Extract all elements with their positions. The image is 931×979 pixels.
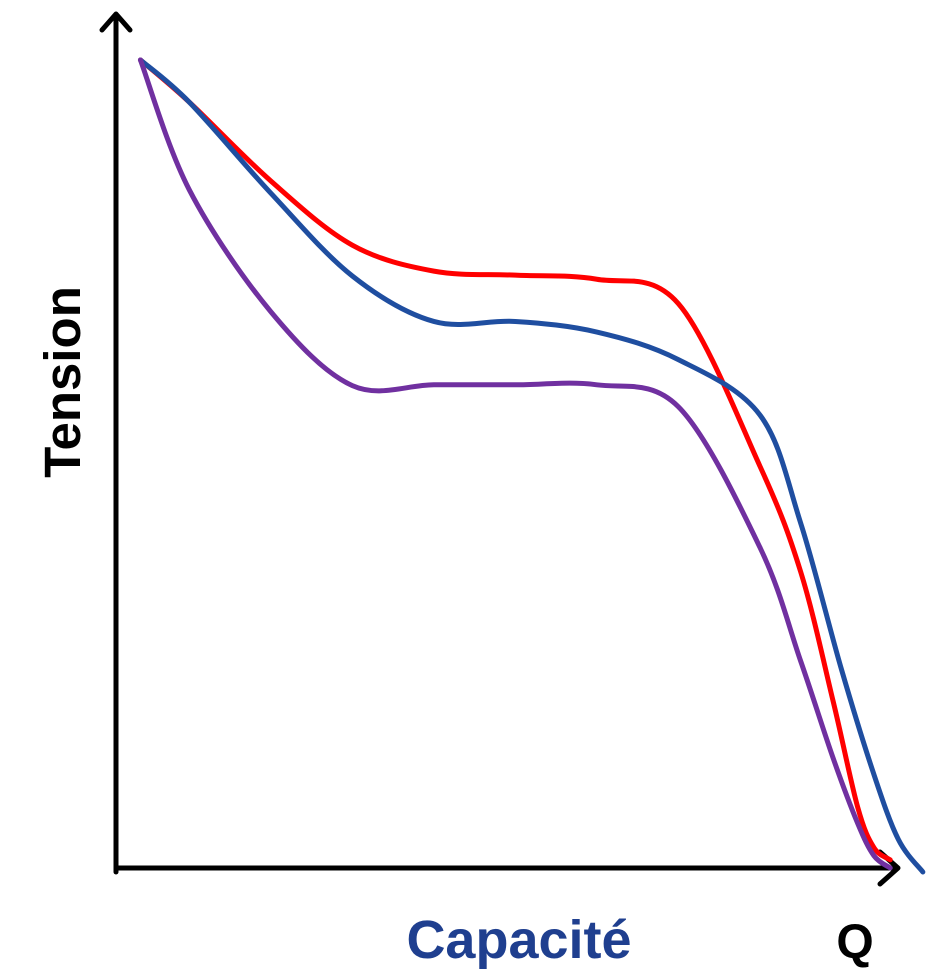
series-line-1 bbox=[137, 57, 893, 863]
series-lines bbox=[137, 57, 926, 875]
y-axis-label: Tension bbox=[34, 286, 91, 478]
x-axis-end-label: Q bbox=[836, 916, 873, 969]
x-axis-label: Capacité bbox=[406, 910, 631, 970]
series-line-2 bbox=[137, 57, 926, 875]
series-line-3 bbox=[137, 57, 893, 871]
y-axis-arrow bbox=[99, 11, 133, 33]
